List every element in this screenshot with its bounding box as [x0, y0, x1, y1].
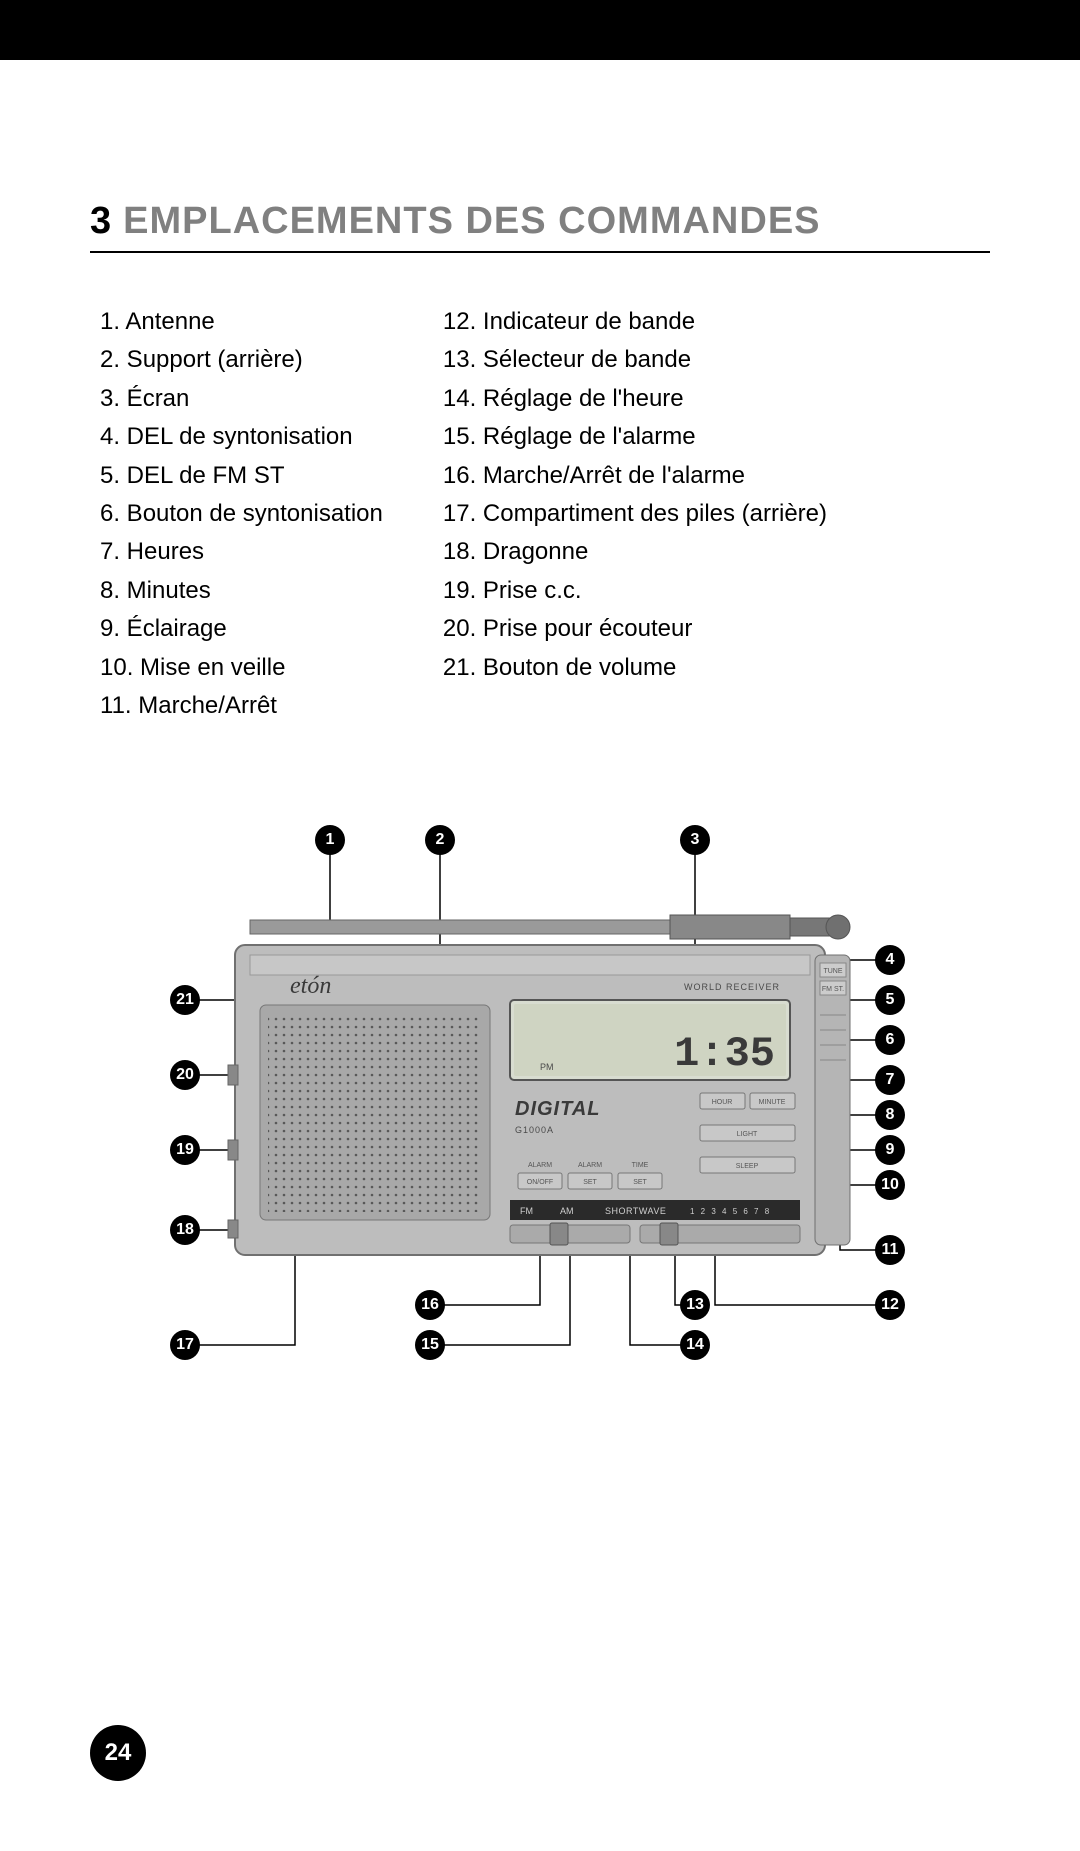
svg-text:ON/OFF: ON/OFF — [527, 1179, 553, 1186]
callout-20: 20 — [170, 1060, 200, 1090]
list-item: 12. Indicateur de bande — [443, 303, 827, 341]
callout-8: 8 — [875, 1100, 905, 1130]
digital-label: DIGITAL — [515, 1098, 601, 1120]
list-item: 7. Heures — [100, 533, 383, 571]
callout-19: 19 — [170, 1135, 200, 1165]
list-item: 4. DEL de syntonisation — [100, 418, 383, 456]
list-item: 8. Minutes — [100, 572, 383, 610]
list-item: 16. Marche/Arrêt de l'alarme — [443, 457, 827, 495]
list-item: 5. DEL de FM ST — [100, 457, 383, 495]
list-item: 17. Compartiment des piles (arrière) — [443, 495, 827, 533]
list-item: 11. Marche/Arrêt — [100, 687, 383, 725]
svg-text:1:35: 1:35 — [674, 1030, 775, 1078]
antenna-icon — [250, 915, 850, 939]
lcd-screen: PM 1:35 — [510, 1000, 790, 1080]
svg-text:SET: SET — [583, 1179, 597, 1186]
list-item: 15. Réglage de l'alarme — [443, 418, 827, 456]
speaker-grille — [260, 1005, 490, 1220]
control-lists: 1. Antenne2. Support (arrière)3. Écran4.… — [90, 303, 990, 725]
device-diagram: TUNE FM ST. etón WORLD RECEIVER — [120, 815, 960, 1455]
callout-1: 1 — [315, 825, 345, 855]
callout-10: 10 — [875, 1170, 905, 1200]
svg-text:SLEEP: SLEEP — [736, 1163, 759, 1170]
list-right: 12. Indicateur de bande13. Sélecteur de … — [443, 303, 827, 725]
callout-6: 6 — [875, 1025, 905, 1055]
callout-18: 18 — [170, 1215, 200, 1245]
callout-4: 4 — [875, 945, 905, 975]
list-left: 1. Antenne2. Support (arrière)3. Écran4.… — [100, 303, 383, 725]
svg-text:FM ST.: FM ST. — [822, 986, 844, 993]
svg-text:PM: PM — [540, 1062, 554, 1072]
svg-text:AM: AM — [560, 1206, 574, 1216]
svg-text:FM: FM — [520, 1206, 533, 1216]
band-switch-1 — [510, 1225, 630, 1243]
model-label: G1000A — [515, 1125, 554, 1135]
world-receiver-label: WORLD RECEIVER — [684, 982, 780, 992]
section-number: 3 — [90, 200, 111, 243]
list-item: 14. Réglage de l'heure — [443, 380, 827, 418]
svg-text:TIME: TIME — [632, 1162, 649, 1169]
callout-15: 15 — [415, 1330, 445, 1360]
svg-text:TUNE: TUNE — [823, 968, 842, 975]
callout-21: 21 — [170, 985, 200, 1015]
top-bar — [0, 0, 1080, 60]
list-item: 10. Mise en veille — [100, 649, 383, 687]
list-item: 13. Sélecteur de bande — [443, 341, 827, 379]
svg-text:HOUR: HOUR — [712, 1099, 733, 1106]
svg-text:MINUTE: MINUTE — [759, 1099, 786, 1106]
list-item: 3. Écran — [100, 380, 383, 418]
svg-text:LIGHT: LIGHT — [737, 1131, 758, 1138]
callout-12: 12 — [875, 1290, 905, 1320]
svg-text:1 2 3 4 5 6 7 8: 1 2 3 4 5 6 7 8 — [690, 1207, 771, 1216]
list-item: 9. Éclairage — [100, 610, 383, 648]
brand-label: etón — [290, 973, 331, 999]
svg-text:SHORTWAVE: SHORTWAVE — [605, 1206, 666, 1216]
radio-device: TUNE FM ST. etón WORLD RECEIVER — [228, 915, 850, 1255]
callout-9: 9 — [875, 1135, 905, 1165]
svg-text:SET: SET — [633, 1179, 647, 1186]
callout-13: 13 — [680, 1290, 710, 1320]
svg-text:ALARM: ALARM — [528, 1162, 552, 1169]
section-title: EMPLACEMENTS DES COMMANDES — [123, 200, 820, 243]
band-strip: FM AM SHORTWAVE 1 2 3 4 5 6 7 8 — [510, 1200, 800, 1220]
callout-16: 16 — [415, 1290, 445, 1320]
diagram-svg: TUNE FM ST. etón WORLD RECEIVER — [120, 815, 960, 1455]
svg-text:ALARM: ALARM — [578, 1162, 602, 1169]
callout-17: 17 — [170, 1330, 200, 1360]
callout-3: 3 — [680, 825, 710, 855]
list-item: 6. Bouton de syntonisation — [100, 495, 383, 533]
list-item: 20. Prise pour écouteur — [443, 610, 827, 648]
callout-11: 11 — [875, 1235, 905, 1265]
callout-14: 14 — [680, 1330, 710, 1360]
callout-5: 5 — [875, 985, 905, 1015]
list-item: 18. Dragonne — [443, 533, 827, 571]
list-item: 19. Prise c.c. — [443, 572, 827, 610]
callout-7: 7 — [875, 1065, 905, 1095]
callout-2: 2 — [425, 825, 455, 855]
page-number-badge: 24 — [90, 1725, 146, 1781]
list-item: 21. Bouton de volume — [443, 649, 827, 687]
list-item: 1. Antenne — [100, 303, 383, 341]
list-item: 2. Support (arrière) — [100, 341, 383, 379]
section-header: 3 EMPLACEMENTS DES COMMANDES — [90, 200, 990, 253]
page-content: 3 EMPLACEMENTS DES COMMANDES 1. Antenne2… — [0, 60, 1080, 1455]
